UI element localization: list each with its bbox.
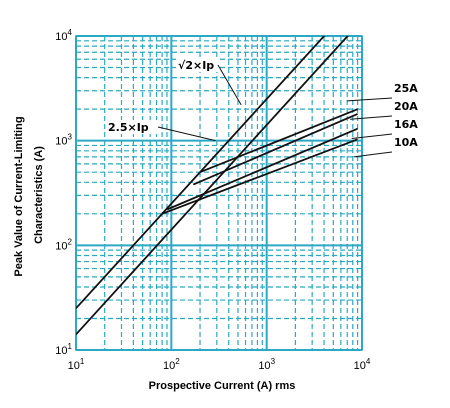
y-tick-label: 101 <box>55 342 72 357</box>
x-axis-title: Prospective Current (A) rms <box>149 380 296 392</box>
series-label-leader-line <box>347 97 393 102</box>
annotation-leader-line <box>217 64 242 106</box>
y-tick-label: 103 <box>55 133 72 148</box>
series-label: 16A <box>394 118 418 131</box>
series-line-1 <box>76 36 326 309</box>
series-line-0 <box>76 36 349 336</box>
y-axis-title-line-2: Characteristics (A) <box>33 146 45 244</box>
annotation-bg <box>176 58 218 72</box>
y-axis-title: Peak Value of Current-Limiting Character… <box>13 113 45 276</box>
y-tick-label: 102 <box>55 237 72 252</box>
series-label: 25A <box>394 82 418 95</box>
series-label: 10A <box>394 136 418 149</box>
annotation-label: 2.5×Ip <box>108 121 149 134</box>
tick-labels: 101 102 103 104 101 102 103 104 <box>55 28 371 372</box>
annotation-bg <box>106 120 158 134</box>
y-tick-label: 104 <box>55 28 72 43</box>
annotations: √2×Ip 2.5×Ip 25A 20A 16A 10A <box>106 58 418 158</box>
series-line-4 <box>166 127 358 211</box>
y-axis-title-line-1: Peak Value of Current-Limiting <box>13 116 25 276</box>
series-line-2 <box>199 108 358 174</box>
x-tick-label: 102 <box>163 357 180 372</box>
x-tick-label: 101 <box>68 357 85 372</box>
series-lines <box>76 36 358 336</box>
series-label-leader-line <box>351 133 393 139</box>
series-label: 20A <box>394 100 418 113</box>
series-label-leader-line <box>350 115 393 120</box>
plot-frame <box>75 35 363 351</box>
series-line-5 <box>161 138 358 215</box>
annotation-label: √2×Ip <box>178 59 214 72</box>
annotation-leader-line <box>157 126 216 142</box>
series-line-3 <box>192 113 358 186</box>
series-label-leader-line <box>353 151 393 158</box>
x-tick-label: 103 <box>258 357 275 372</box>
grid <box>75 35 363 351</box>
x-tick-label: 104 <box>354 357 371 372</box>
